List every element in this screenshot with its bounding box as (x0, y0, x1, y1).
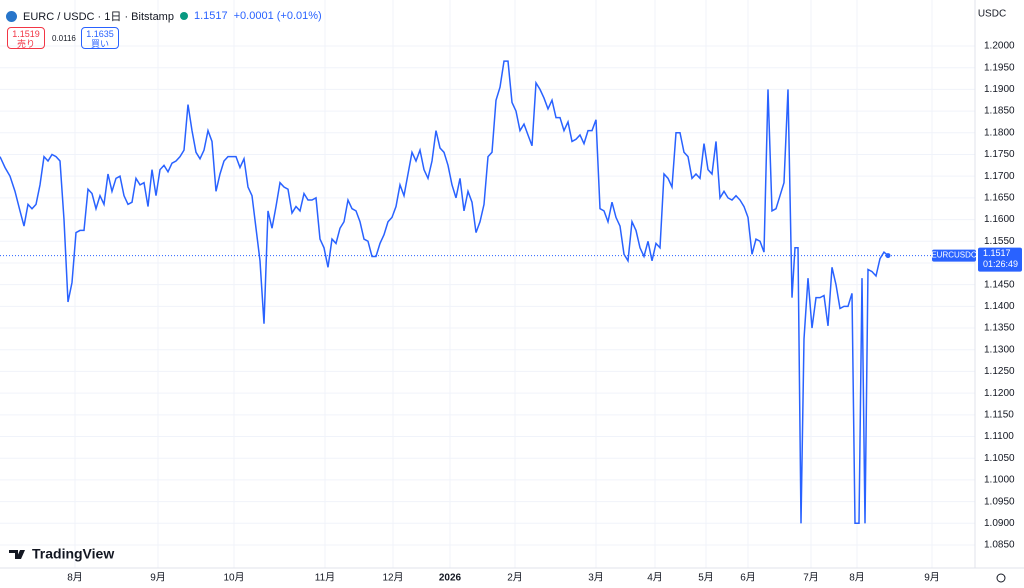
logo-icon (9, 550, 25, 559)
buy-label: 買い (90, 39, 109, 49)
y-tick-label: 1.0900 (984, 518, 1015, 529)
sell-label: 売り (16, 39, 35, 49)
y-tick-label: 1.1200 (984, 388, 1015, 399)
y-tick-label: 1.1800 (984, 127, 1015, 138)
symbol[interactable]: EURC / USDC · 1日 · Bitstamp (23, 11, 174, 23)
y-tick-label: 1.1700 (984, 171, 1015, 182)
x-tick-label: 10月 (223, 572, 244, 584)
price-tag (978, 247, 1022, 272)
y-tick-label: 1.1900 (984, 84, 1015, 95)
y-tick-label: 1.1400 (984, 301, 1015, 312)
y-tick-label: 1.1300 (984, 344, 1015, 355)
logo: TradingView (9, 546, 114, 562)
y-tick-label: 1.1850 (984, 106, 1015, 117)
y-tick-label: 1.1450 (984, 279, 1015, 290)
y-tick-label: 1.1950 (984, 62, 1015, 73)
header: EURC / USDC · 1日 · Bitstamp 1.1517 +0.00… (6, 8, 322, 24)
y-tick-label: 1.1150 (984, 409, 1014, 420)
spread: 0.0116 (52, 34, 76, 43)
x-tick-label: 7月 (803, 572, 819, 584)
price-tag-value: 1.1517 (983, 248, 1011, 258)
settings-icon[interactable] (996, 573, 1006, 583)
y-tick-label: 1.1750 (984, 149, 1015, 160)
y-tick-label: 1.1100 (984, 431, 1014, 442)
plot: 1.2000 1.1950 1.1900 1.1850 1.1800 1.1750 1.17… (0, 41, 1022, 584)
y-tick-label: 1.1000 (984, 475, 1015, 486)
change: +0.0001 (+0.01%) (233, 10, 322, 22)
x-tick-label: 5月 (698, 572, 714, 584)
price-line (0, 60, 889, 525)
x-tick-label: 11月 (315, 572, 335, 584)
symbol-icon (6, 10, 17, 22)
sell-price: 1.1519 (12, 29, 40, 39)
y-tick-label: 1.1250 (984, 366, 1015, 377)
x-tick-label: 8月 (67, 572, 83, 584)
status-dot (179, 12, 188, 20)
y-tick-label: 1.0950 (984, 496, 1015, 507)
last-point (885, 253, 891, 259)
x-tick-label: 12月 (382, 572, 403, 584)
x-tick-label: 6月 (740, 572, 756, 584)
x-tick-label: 3月 (588, 572, 604, 584)
y-tick-label: 1.1650 (984, 193, 1015, 204)
sell-button[interactable]: 1.1519 売り (7, 27, 45, 49)
logo-text: TradingView (32, 546, 114, 562)
x-tick-label: 2026 (439, 573, 462, 584)
countdown: 01:26:49 (983, 259, 1018, 269)
y-tick-label: 1.0850 (984, 540, 1015, 551)
x-tick-label: 9月 (924, 572, 940, 584)
y-tick-label: 1.1600 (984, 214, 1015, 225)
y-tick-label: 1.1550 (984, 236, 1015, 247)
buy-price: 1.1635 (86, 29, 114, 39)
x-tick-label: 4月 (647, 572, 663, 584)
currency: USDC (978, 9, 1006, 20)
x-tick-label: 8月 (849, 572, 865, 584)
x-tick-label: 2月 (507, 572, 523, 584)
y-tick-label: 1.2000 (984, 41, 1015, 52)
symbol-tag-label: EURCUSDC (931, 251, 977, 260)
y-tick-label: 1.1050 (984, 453, 1015, 464)
x-tick-label: 9月 (150, 572, 166, 584)
price: 1.1517 (193, 10, 228, 22)
y-tick-label: 1.1350 (984, 323, 1015, 334)
buy-button[interactable]: 1.1635 買い (81, 27, 119, 49)
symbol-tag (932, 249, 976, 262)
